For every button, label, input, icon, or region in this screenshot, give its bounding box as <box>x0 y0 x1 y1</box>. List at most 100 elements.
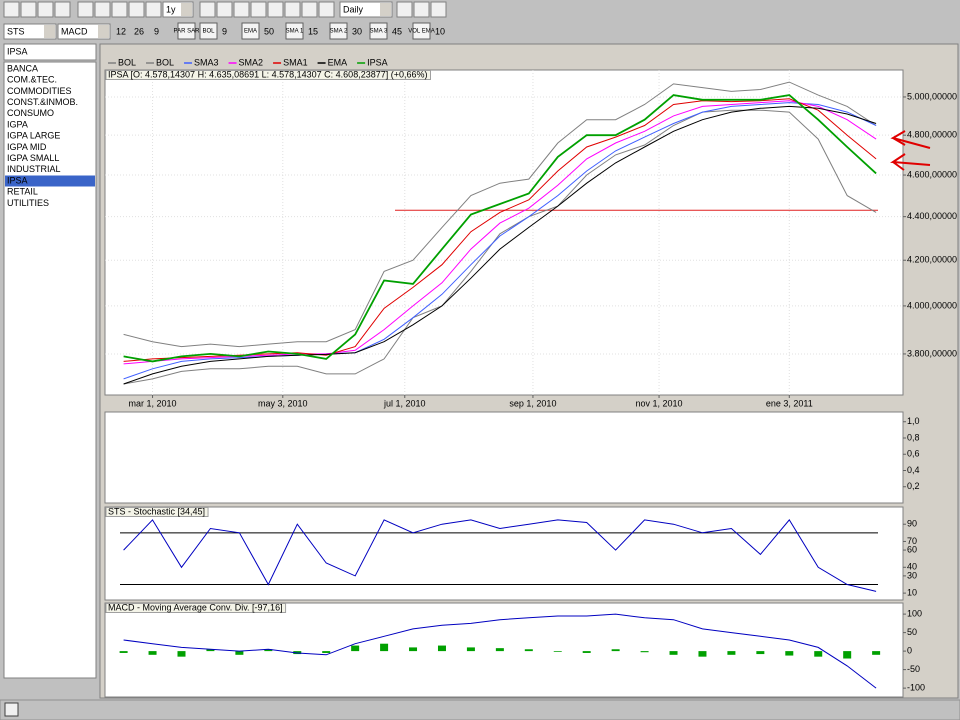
indicator-button[interactable] <box>369 22 388 40</box>
indicator1-dropdown[interactable]: STS <box>3 23 57 40</box>
y-tick-label: 4.200,00000 <box>907 255 957 265</box>
y-tick-label: 1,0 <box>907 416 920 426</box>
indicator-button[interactable] <box>285 22 304 40</box>
legend-label: SMA3 <box>194 57 219 67</box>
series-line <box>123 102 877 380</box>
sidebar-item[interactable]: COM.&TEC. <box>7 75 57 85</box>
icon-button[interactable] <box>301 1 318 18</box>
indicator-button[interactable] <box>177 22 196 40</box>
arrow <box>890 153 931 171</box>
sidebar-item[interactable]: IGPA LARGE <box>7 131 60 141</box>
icon-button[interactable] <box>413 1 430 18</box>
icon-button[interactable] <box>77 1 94 18</box>
y-tick-label: 3.800,00000 <box>907 348 957 358</box>
status-icon[interactable] <box>4 702 19 717</box>
series-line <box>123 109 877 385</box>
icon-button[interactable] <box>430 1 447 18</box>
y-tick-label: 10 <box>907 587 917 597</box>
indicator-param: 10 <box>435 26 445 36</box>
sidebar-item[interactable]: IGPA SMALL <box>7 153 59 163</box>
sidebar-item[interactable]: COMMODITIES <box>7 86 72 96</box>
status-bar <box>0 699 960 720</box>
x-tick-label: mar 1, 2010 <box>129 398 177 408</box>
y-tick-label: 40 <box>907 562 917 572</box>
icon-button[interactable] <box>199 1 216 18</box>
y-tick-label: 70 <box>907 536 917 546</box>
sidebar-item[interactable]: RETAIL <box>7 187 38 197</box>
x-tick-label: jul 1, 2010 <box>383 398 426 408</box>
sidebar-item[interactable]: BANCA <box>7 63 38 73</box>
y-tick-label: 0,2 <box>907 481 920 491</box>
indicator-icon-label: VOL EMA <box>408 29 434 35</box>
series-line <box>123 519 877 592</box>
dropdown-box <box>3 23 57 40</box>
histogram-bar <box>669 651 678 655</box>
indicator-param: 9 <box>222 26 227 36</box>
indicator2-dropdown[interactable]: MACD <box>57 23 111 40</box>
histogram-bar <box>437 645 446 652</box>
icon-button[interactable] <box>128 1 145 18</box>
indicator-button[interactable] <box>241 22 260 40</box>
indicator-button[interactable] <box>199 22 218 40</box>
icon-button[interactable] <box>284 1 301 18</box>
dropdown-arrow <box>98 25 109 38</box>
indicator-settings: 12 26 9 PAR SAR BOL 9 EMA 50 SMA 1 15 SMA 2 30 SMA 3… <box>116 22 445 40</box>
icon-button[interactable] <box>20 1 37 18</box>
indicator2-value: MACD <box>61 26 88 36</box>
period-dropdown[interactable]: 1y <box>162 1 194 18</box>
panel-title-bg <box>105 70 431 80</box>
indicator-icon-label: SMA 1 <box>286 29 304 35</box>
histogram-bar <box>872 651 881 655</box>
icon-button[interactable] <box>37 1 54 18</box>
sidebar-item[interactable]: INDUSTRIAL <box>7 164 61 174</box>
histogram-bar <box>119 651 128 653</box>
sidebar-item[interactable]: IGPA <box>7 119 28 129</box>
legend-label: EMA <box>328 57 348 67</box>
x-tick-label: ene 3, 2011 <box>766 398 813 408</box>
icon-button[interactable] <box>318 1 335 18</box>
icon-button[interactable] <box>111 1 128 18</box>
x-tick-label: sep 1, 2010 <box>509 398 556 408</box>
interval-dropdown[interactable]: Daily <box>339 1 393 18</box>
x-tick-label: nov 1, 2010 <box>636 398 683 408</box>
y-tick-label: 4.400,00000 <box>907 211 957 221</box>
legend-label: SMA1 <box>283 57 308 67</box>
sidebar-item[interactable]: IPSA <box>7 175 28 185</box>
histogram-bar <box>495 648 504 652</box>
icon-button[interactable] <box>250 1 267 18</box>
arrow <box>890 130 931 149</box>
indicator-param: 15 <box>308 26 318 36</box>
histogram-bar <box>351 645 360 652</box>
indicator-button[interactable] <box>412 22 431 40</box>
y-tick-label: 90 <box>907 519 917 529</box>
icon-button[interactable] <box>94 1 111 18</box>
dropdown-box <box>339 1 393 18</box>
y-tick-label: 30 <box>907 570 917 580</box>
y-tick-label: 4.000,00000 <box>907 300 957 310</box>
sidebar-item[interactable]: UTILITIES <box>7 198 49 208</box>
icon-button[interactable] <box>54 1 71 18</box>
sidebar-item[interactable]: IGPA MID <box>7 142 47 152</box>
y-tick-label: 0,4 <box>907 465 920 475</box>
panel-title: MACD - Moving Average Conv. Div. [-97,16… <box>108 602 283 612</box>
y-tick-label: 0,6 <box>907 449 920 459</box>
series-line <box>123 613 877 689</box>
icon-button[interactable] <box>396 1 413 18</box>
icon-button[interactable] <box>3 1 20 18</box>
y-tick-label: 4.600,00000 <box>907 169 957 179</box>
dropdown-arrow <box>181 3 192 16</box>
indicator-param: 50 <box>264 26 274 36</box>
icon-button[interactable] <box>267 1 284 18</box>
y-tick-label: 5.000,00000 <box>907 91 957 101</box>
icon-button[interactable] <box>233 1 250 18</box>
sidebar-list <box>3 61 97 679</box>
sidebar-item[interactable]: CONST.&INMOB. <box>7 97 78 107</box>
y-tick-label: 50 <box>907 627 917 637</box>
icon-button[interactable] <box>145 1 162 18</box>
indicator-button[interactable] <box>329 22 348 40</box>
icon-button[interactable] <box>216 1 233 18</box>
x-tick-label: may 3, 2010 <box>258 398 308 408</box>
sidebar-item[interactable]: CONSUMO <box>7 108 54 118</box>
panel-title: IPSA [O: 4.578,14307 H: 4.635,08691 L: 4… <box>108 69 428 79</box>
